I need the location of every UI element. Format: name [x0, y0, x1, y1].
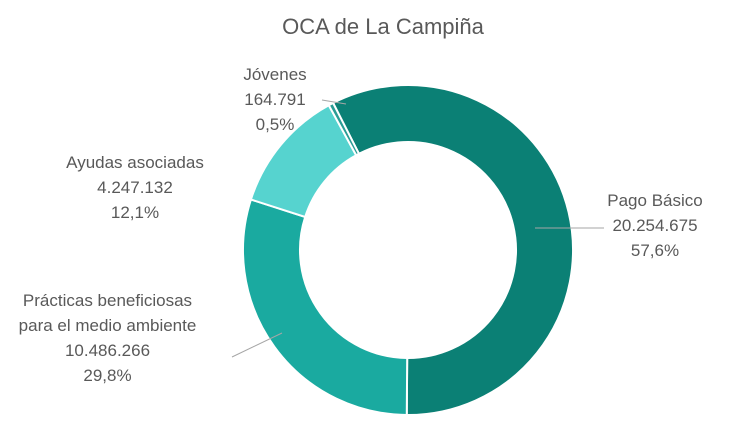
value-label: 20.254.675	[612, 216, 698, 235]
slice	[327, 101, 361, 157]
value-label: 10.486.266	[64, 341, 151, 360]
data-label: Pago Básico 20.254.675 57,6%	[590, 188, 720, 263]
leader-line	[231, 332, 283, 358]
data-label: Ayudas asociadas 4.247.132 12,1%	[40, 150, 230, 225]
percent-label: 57,6%	[630, 241, 680, 260]
category-label: Jóvenes	[243, 65, 307, 84]
chart-title: OCA de La Campiña	[282, 14, 484, 39]
category-label: Pago Básico	[607, 191, 703, 210]
value-label: 164.791	[244, 90, 306, 109]
percent-label: 12,1%	[110, 203, 160, 222]
value-label: 4.247.132	[97, 178, 173, 197]
data-label: Jóvenes 164.791 0,5%	[215, 62, 335, 137]
leader-line	[321, 99, 347, 105]
data-label: Prácticas beneficiosas para el medio amb…	[5, 288, 210, 388]
slice	[331, 84, 574, 416]
category-label: Prácticas beneficiosas para el medio amb…	[18, 291, 197, 335]
percent-label: 29,8%	[83, 366, 132, 385]
slice	[242, 198, 409, 417]
percent-label: 0,5%	[255, 115, 295, 134]
category-label: Ayudas asociadas	[66, 153, 204, 172]
